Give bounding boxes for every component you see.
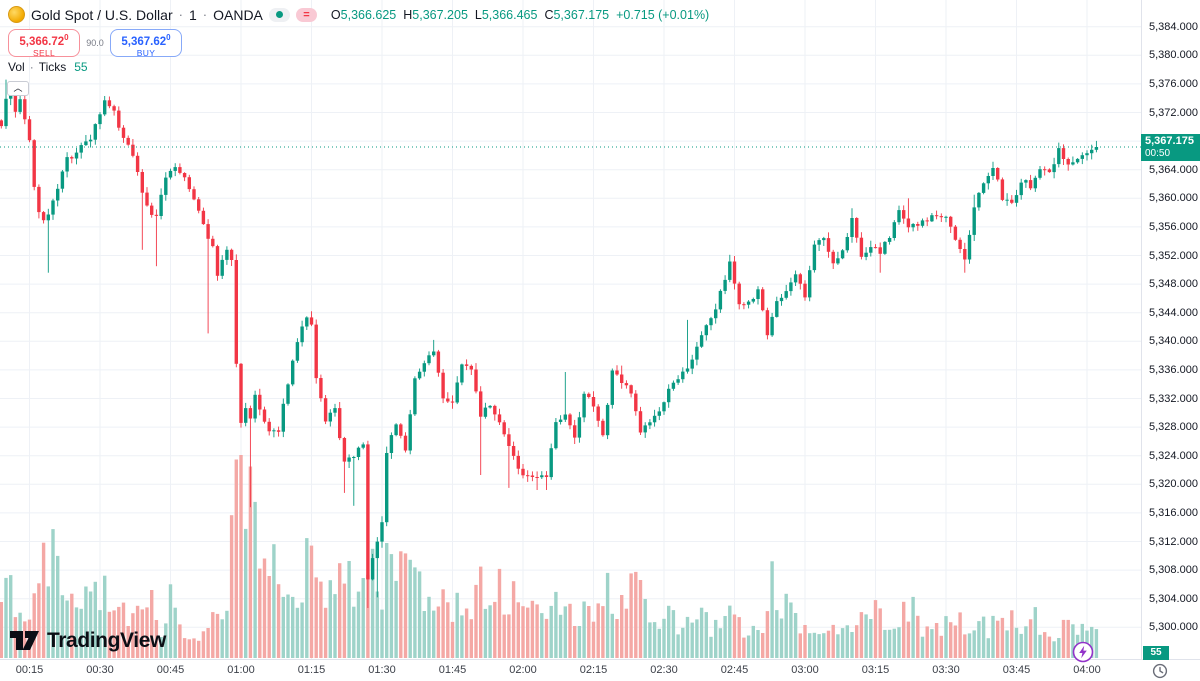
price-axis-label: 5,372.000 <box>1149 106 1198 119</box>
sell-price: 5,366.72 <box>19 35 65 48</box>
session-clock-icon[interactable] <box>1151 662 1169 680</box>
open-label: O <box>330 7 341 22</box>
time-axis-label: 01:15 <box>297 664 326 676</box>
close-value: 5,367.175 <box>553 7 610 22</box>
trade-buttons-row: 5,366.720 SELL 90.0 5,367.620 BUY <box>8 29 182 58</box>
buy-label: BUY <box>136 47 156 58</box>
time-axis-label: 03:00 <box>791 664 819 676</box>
symbol-legend-row: Gold Spot / U.S. Dollar · 1 · OANDA = O5… <box>8 6 709 23</box>
high-label: H <box>403 7 413 22</box>
price-axis-label: 5,308.000 <box>1149 564 1198 577</box>
gold-symbol-icon <box>8 6 25 23</box>
time-axis-label: 00:45 <box>156 664 185 676</box>
price-axis-label: 5,300.000 <box>1149 621 1198 634</box>
time-axis-label: 01:30 <box>368 664 396 676</box>
time-axis-label: 02:45 <box>720 664 749 676</box>
time-axis-label: 03:15 <box>861 664 890 676</box>
price-axis-label: 5,304.000 <box>1149 592 1198 605</box>
buy-price: 5,367.62 <box>121 35 167 48</box>
time-axis[interactable]: 00:15 00:30 00:45 01:00 01:15 01:30 01:45 02:00… <box>0 659 1200 681</box>
low-value: 5,366.465 <box>481 7 538 22</box>
spread-value: 90.0 <box>86 38 104 48</box>
chart-marker[interactable]: ︿ <box>7 81 29 96</box>
tradingview-logo-text: TradingView <box>47 629 166 652</box>
symbol-title[interactable]: Gold Spot / U.S. Dollar <box>31 6 173 23</box>
price-axis-label: 5,360.000 <box>1149 192 1198 205</box>
sell-price-sup: 0 <box>64 33 69 42</box>
high-value: 5,367.205 <box>412 7 468 22</box>
indicator-param: Ticks <box>38 60 67 74</box>
time-axis-label: 01:00 <box>227 664 255 676</box>
price-axis-label: 5,328.000 <box>1149 421 1198 434</box>
price-axis-label: 5,384.000 <box>1149 20 1198 33</box>
low-label: L <box>474 7 482 22</box>
price-axis-label: 5,332.000 <box>1149 392 1198 405</box>
sell-label: SELL <box>33 47 55 58</box>
separator: · <box>29 60 34 74</box>
price-axis-label: 5,344.000 <box>1149 306 1198 319</box>
current-price-value: 5,367.175 <box>1145 135 1194 147</box>
price-axis-label: 5,352.000 <box>1149 249 1198 262</box>
price-axis-label: 5,316.000 <box>1149 506 1198 519</box>
separator: · <box>202 7 208 22</box>
chart-pane[interactable]: ︿ <box>0 0 1141 659</box>
price-axis-label: 5,376.000 <box>1149 77 1198 90</box>
buy-price-sup: 0 <box>166 33 171 42</box>
market-open-dot-icon <box>275 11 283 18</box>
time-axis-label: 02:00 <box>509 664 537 676</box>
price-axis-label: 5,312.000 <box>1149 535 1198 548</box>
time-axis-label: 03:45 <box>1002 664 1031 676</box>
bar-countdown: 00:50 <box>1145 148 1171 159</box>
change-value: +0.715 (+0.01%) <box>616 7 710 22</box>
time-axis-label: 04:00 <box>1073 664 1101 676</box>
time-axis-label: 02:15 <box>579 664 608 676</box>
price-axis-label: 5,348.000 <box>1149 278 1198 291</box>
candlestick-chart-canvas[interactable] <box>0 0 1141 659</box>
price-axis-label: 5,340.000 <box>1149 335 1198 348</box>
current-price-badge: 5,367.175 00:50 <box>1141 134 1200 161</box>
tradingview-logo[interactable]: TradingView <box>10 629 166 653</box>
price-axis[interactable]: 5,384.000 5,380.000 5,376.000 5,372.000 5,36… <box>1141 0 1200 659</box>
buy-button[interactable]: 5,367.620 BUY <box>110 29 182 58</box>
price-axis-label: 5,380.000 <box>1149 49 1198 62</box>
price-axis-label: 5,336.000 <box>1149 363 1198 376</box>
market-status-icon[interactable] <box>268 7 290 22</box>
time-axis-label: 00:30 <box>86 664 114 676</box>
price-axis-label: 5,356.000 <box>1149 220 1198 233</box>
price-axis-label: 5,324.000 <box>1149 449 1198 462</box>
price-axis-label: 5,320.000 <box>1149 478 1198 491</box>
time-axis-label: 01:45 <box>438 664 467 676</box>
tradingview-logo-mark-icon <box>10 631 39 650</box>
time-axis-label: 02:30 <box>650 664 678 676</box>
indicator-name: Vol <box>8 60 25 74</box>
volume-indicator-legend[interactable]: Vol · Ticks 55 <box>8 60 88 74</box>
equals-chip-icon[interactable]: = <box>295 7 317 22</box>
time-axis-label: 00:15 <box>15 664 44 676</box>
sell-button[interactable]: 5,366.720 SELL <box>8 29 80 58</box>
price-axis-label: 5,364.000 <box>1149 163 1198 176</box>
close-label: C <box>544 7 554 22</box>
separator: · <box>178 7 183 22</box>
lightning-bolt-icon <box>1072 641 1094 663</box>
interval-label[interactable]: 1 <box>188 6 197 23</box>
boost-button[interactable] <box>1072 641 1094 663</box>
volume-value-badge: 55 <box>1143 646 1169 660</box>
indicator-value: 55 <box>74 60 88 74</box>
open-value: 5,366.625 <box>340 7 397 22</box>
time-axis-label: 03:30 <box>932 664 960 676</box>
exchange-label[interactable]: OANDA <box>213 6 263 23</box>
ohlc-readout: O5,366.625 H5,367.205 L5,366.465 C5,367.… <box>331 8 709 22</box>
